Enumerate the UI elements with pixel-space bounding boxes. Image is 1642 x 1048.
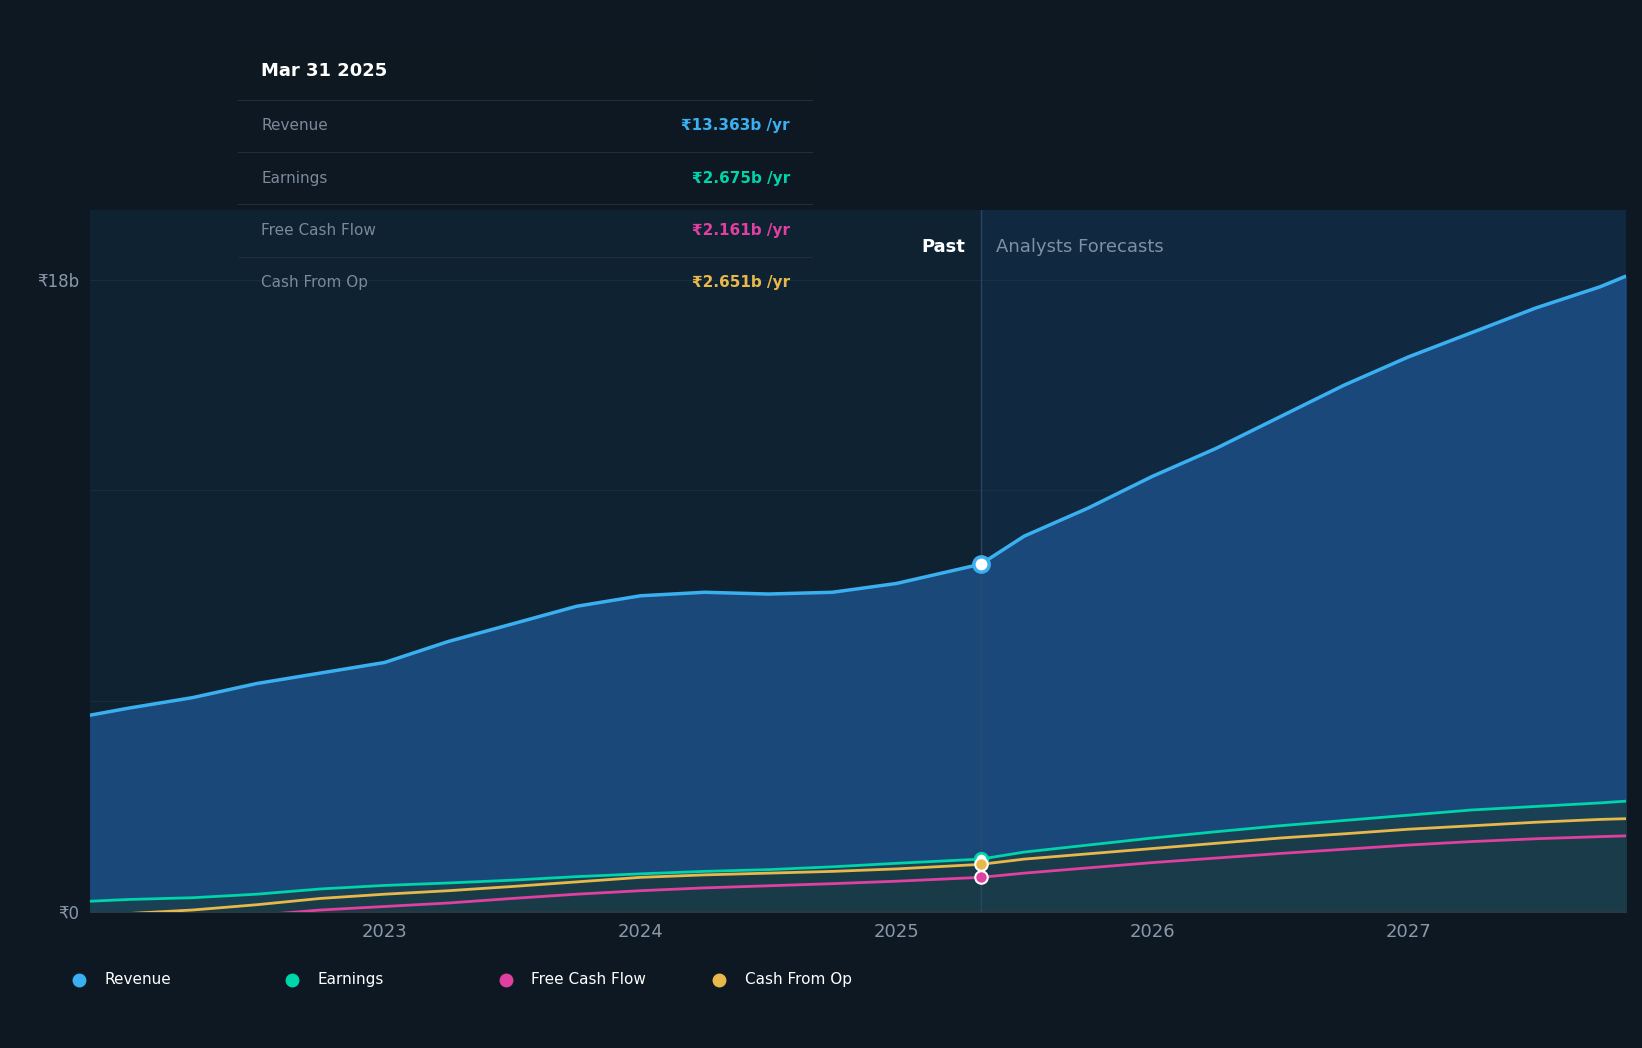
Text: Free Cash Flow: Free Cash Flow <box>261 223 376 238</box>
Bar <box>238 42 813 100</box>
Text: Earnings: Earnings <box>261 171 327 185</box>
Text: Cash From Op: Cash From Op <box>745 973 852 987</box>
Text: Mar 31 2025: Mar 31 2025 <box>261 62 388 80</box>
Text: ₹2.675b /yr: ₹2.675b /yr <box>691 171 790 185</box>
Bar <box>90 210 980 912</box>
Text: Free Cash Flow: Free Cash Flow <box>532 973 647 987</box>
Text: ₹2.161b /yr: ₹2.161b /yr <box>691 223 790 238</box>
Text: ₹2.651b /yr: ₹2.651b /yr <box>691 276 790 290</box>
Text: Revenue: Revenue <box>105 973 171 987</box>
Text: Analysts Forecasts: Analysts Forecasts <box>997 238 1164 256</box>
Bar <box>980 210 1626 912</box>
Text: Cash From Op: Cash From Op <box>261 276 368 290</box>
Text: Earnings: Earnings <box>319 973 384 987</box>
Text: Revenue: Revenue <box>261 118 328 133</box>
Text: ₹13.363b /yr: ₹13.363b /yr <box>681 118 790 133</box>
Text: Past: Past <box>921 238 965 256</box>
